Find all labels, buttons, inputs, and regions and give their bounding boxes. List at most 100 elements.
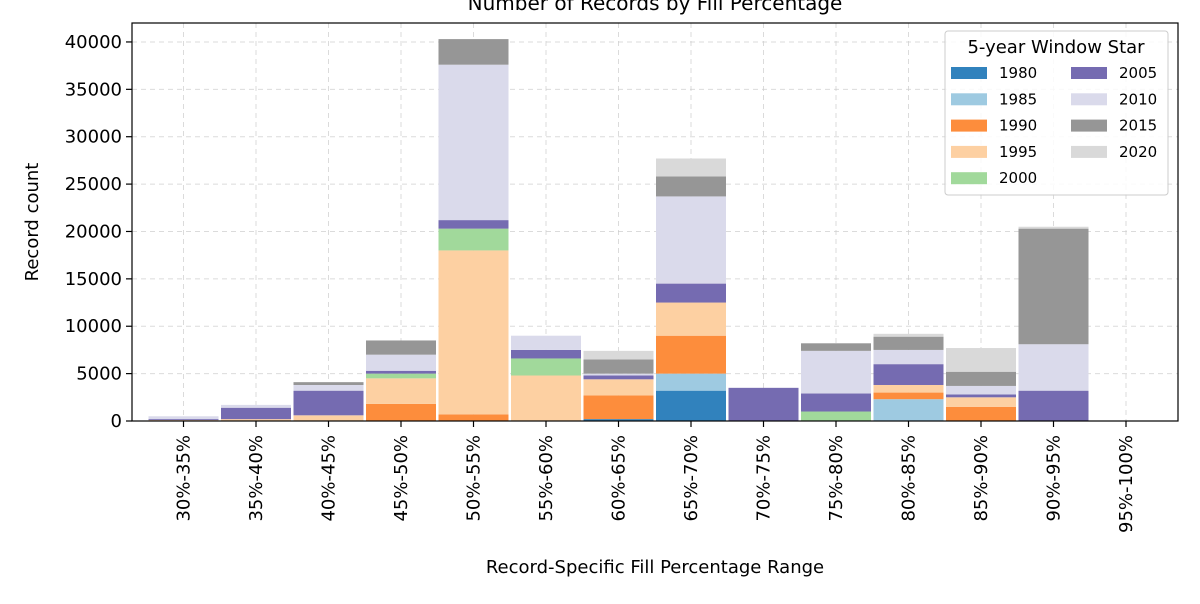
y-tick-label: 5000 bbox=[76, 364, 122, 385]
bar-segment-2000-50%-55% bbox=[438, 228, 509, 251]
bar-segment-2005-75%-80% bbox=[801, 393, 871, 412]
bar-segment-2015-45%-50% bbox=[366, 340, 436, 355]
bar-segment-1995-40%-45% bbox=[293, 415, 364, 421]
bar-segment-1995-45%-50% bbox=[366, 378, 436, 404]
bar-segment-2005-90%-95% bbox=[1018, 390, 1089, 421]
legend-label-1980: 1980 bbox=[999, 64, 1037, 82]
bar-segment-2005-70%-75% bbox=[728, 387, 799, 421]
x-tick-label: 65%-70% bbox=[681, 435, 702, 522]
bar-segment-2010-45%-50% bbox=[366, 354, 436, 371]
bar-segment-1985-80%-85% bbox=[873, 399, 944, 421]
x-tick-label: 55%-60% bbox=[536, 435, 557, 522]
bar-segment-2010-40%-45% bbox=[293, 384, 364, 391]
bar-segment-1995-65%-70% bbox=[656, 302, 726, 336]
legend-title: 5-year Window Star bbox=[967, 37, 1145, 58]
bar-segment-1995-80%-85% bbox=[873, 384, 944, 393]
x-tick-label: 40%-45% bbox=[319, 435, 340, 522]
legend-swatch-1990 bbox=[951, 119, 987, 132]
bar-segment-2020-60%-65% bbox=[583, 350, 654, 360]
bar-segment-2020-85%-90% bbox=[946, 348, 1016, 372]
x-tick-label: 70%-75% bbox=[754, 435, 775, 522]
bar-segment-1990-50%-55% bbox=[438, 414, 509, 421]
x-tick-label: 50%-55% bbox=[464, 435, 485, 522]
y-axis: 0 5000 10000 15000 20000 25000 30000 35000 40000 bbox=[65, 32, 132, 432]
bar-segment-2020-65%-70% bbox=[656, 158, 726, 177]
bar-segment-2015-75%-80% bbox=[801, 343, 871, 351]
bar-segment-2010-30%-35% bbox=[148, 416, 219, 420]
legend-swatch-2015 bbox=[1071, 119, 1107, 132]
bar-segment-2015-85%-90% bbox=[946, 371, 1016, 386]
legend-swatch-1985 bbox=[951, 93, 987, 106]
bar-segment-2005-55%-60% bbox=[511, 349, 581, 359]
bar-segment-2010-50%-55% bbox=[438, 64, 509, 221]
x-tick-label: 80%-85% bbox=[899, 435, 920, 522]
bar-segment-1990-60%-65% bbox=[583, 395, 654, 420]
bar-segment-2005-85%-90% bbox=[946, 394, 1016, 398]
bar-segment-1990-65%-70% bbox=[656, 335, 726, 374]
bar-segment-1985-65%-70% bbox=[656, 373, 726, 391]
plot-frame bbox=[131, 22, 1179, 422]
x-axis: 30%-35% 35%-40% 40%-45% 45%-50% 50%-55% 55%-6… bbox=[174, 421, 1137, 533]
bar-segment-1990-80%-85% bbox=[873, 392, 944, 400]
legend-swatch-2005 bbox=[1071, 67, 1107, 79]
x-tick-label: 90%-95% bbox=[1044, 435, 1065, 522]
x-tick-label: 85%-90% bbox=[971, 435, 992, 522]
legend-label-1985: 1985 bbox=[999, 90, 1037, 108]
bars bbox=[148, 39, 1089, 421]
y-tick-label: 25000 bbox=[65, 174, 122, 195]
x-tick-label: 45%-50% bbox=[391, 435, 412, 522]
bar-segment-2020-90%-95% bbox=[1018, 226, 1089, 229]
legend: 5-year Window Star 1980 1985 1990 1995 2000 2… bbox=[944, 30, 1169, 196]
y-tick-label: 10000 bbox=[65, 316, 122, 337]
y-axis-label: Record count bbox=[22, 163, 43, 282]
bar-segment-2005-40%-45% bbox=[293, 390, 364, 416]
bar-segment-1990-45%-50% bbox=[366, 403, 436, 421]
x-tick-label: 60%-65% bbox=[609, 435, 630, 522]
bar-segment-1995-60%-65% bbox=[583, 379, 654, 396]
bar-segment-1990-85%-90% bbox=[946, 406, 1016, 421]
legend-label-1990: 1990 bbox=[999, 117, 1037, 135]
bar-segment-2005-45%-50% bbox=[366, 370, 436, 374]
legend-swatch-2000 bbox=[951, 172, 987, 185]
x-tick-label: 75%-80% bbox=[826, 435, 847, 522]
y-tick-label: 30000 bbox=[65, 127, 122, 148]
bar-segment-2015-60%-65% bbox=[583, 359, 654, 374]
y-tick-label: 20000 bbox=[65, 221, 122, 242]
bar-segment-2010-55%-60% bbox=[511, 335, 581, 350]
bar-segment-2010-65%-70% bbox=[656, 196, 726, 284]
legend-box bbox=[944, 30, 1169, 196]
bar-segment-2010-80%-85% bbox=[873, 349, 944, 365]
bar-segment-2000-45%-50% bbox=[366, 373, 436, 379]
bar-segment-2010-60%-65% bbox=[583, 373, 654, 376]
bar-segment-2005-65%-70% bbox=[656, 283, 726, 303]
legend-swatch-1980 bbox=[951, 67, 987, 79]
bar-segment-1995-55%-60% bbox=[511, 375, 581, 421]
bar-segment-2000-75%-80% bbox=[801, 411, 871, 421]
bar-segment-2015-80%-85% bbox=[873, 336, 944, 350]
legend-label-2005: 2005 bbox=[1119, 64, 1157, 82]
legend-label-1995: 1995 bbox=[999, 143, 1037, 161]
legend-swatch-2010 bbox=[1071, 93, 1107, 106]
legend-swatch-2020 bbox=[1071, 145, 1107, 158]
x-tick-label: 35%-40% bbox=[246, 435, 267, 522]
bar-segment-2005-60%-65% bbox=[583, 375, 654, 380]
legend-label-2015: 2015 bbox=[1119, 117, 1157, 135]
bar-segment-2005-30%-35% bbox=[148, 419, 219, 421]
bar-segment-2010-85%-90% bbox=[946, 385, 1016, 395]
bar-segment-2005-80%-85% bbox=[873, 364, 944, 385]
y-tick-label: 35000 bbox=[65, 79, 122, 100]
bar-segment-2015-65%-70% bbox=[656, 176, 726, 197]
bar-segment-1995-85%-90% bbox=[946, 397, 1016, 407]
legend-swatch-1995 bbox=[951, 145, 987, 158]
bar-segment-2015-50%-55% bbox=[438, 39, 509, 65]
bar-segment-2010-35%-40% bbox=[221, 404, 291, 408]
legend-label-2000: 2000 bbox=[999, 169, 1037, 187]
bar-segment-2020-80%-85% bbox=[873, 333, 944, 337]
x-axis-label: Record-Specific Fill Percentage Range bbox=[486, 557, 824, 578]
bar-segment-2015-90%-95% bbox=[1018, 228, 1089, 345]
y-tick-label: 15000 bbox=[65, 269, 122, 290]
bar-segment-2015-40%-45% bbox=[293, 382, 364, 385]
bar-segment-2000-55%-60% bbox=[511, 358, 581, 376]
